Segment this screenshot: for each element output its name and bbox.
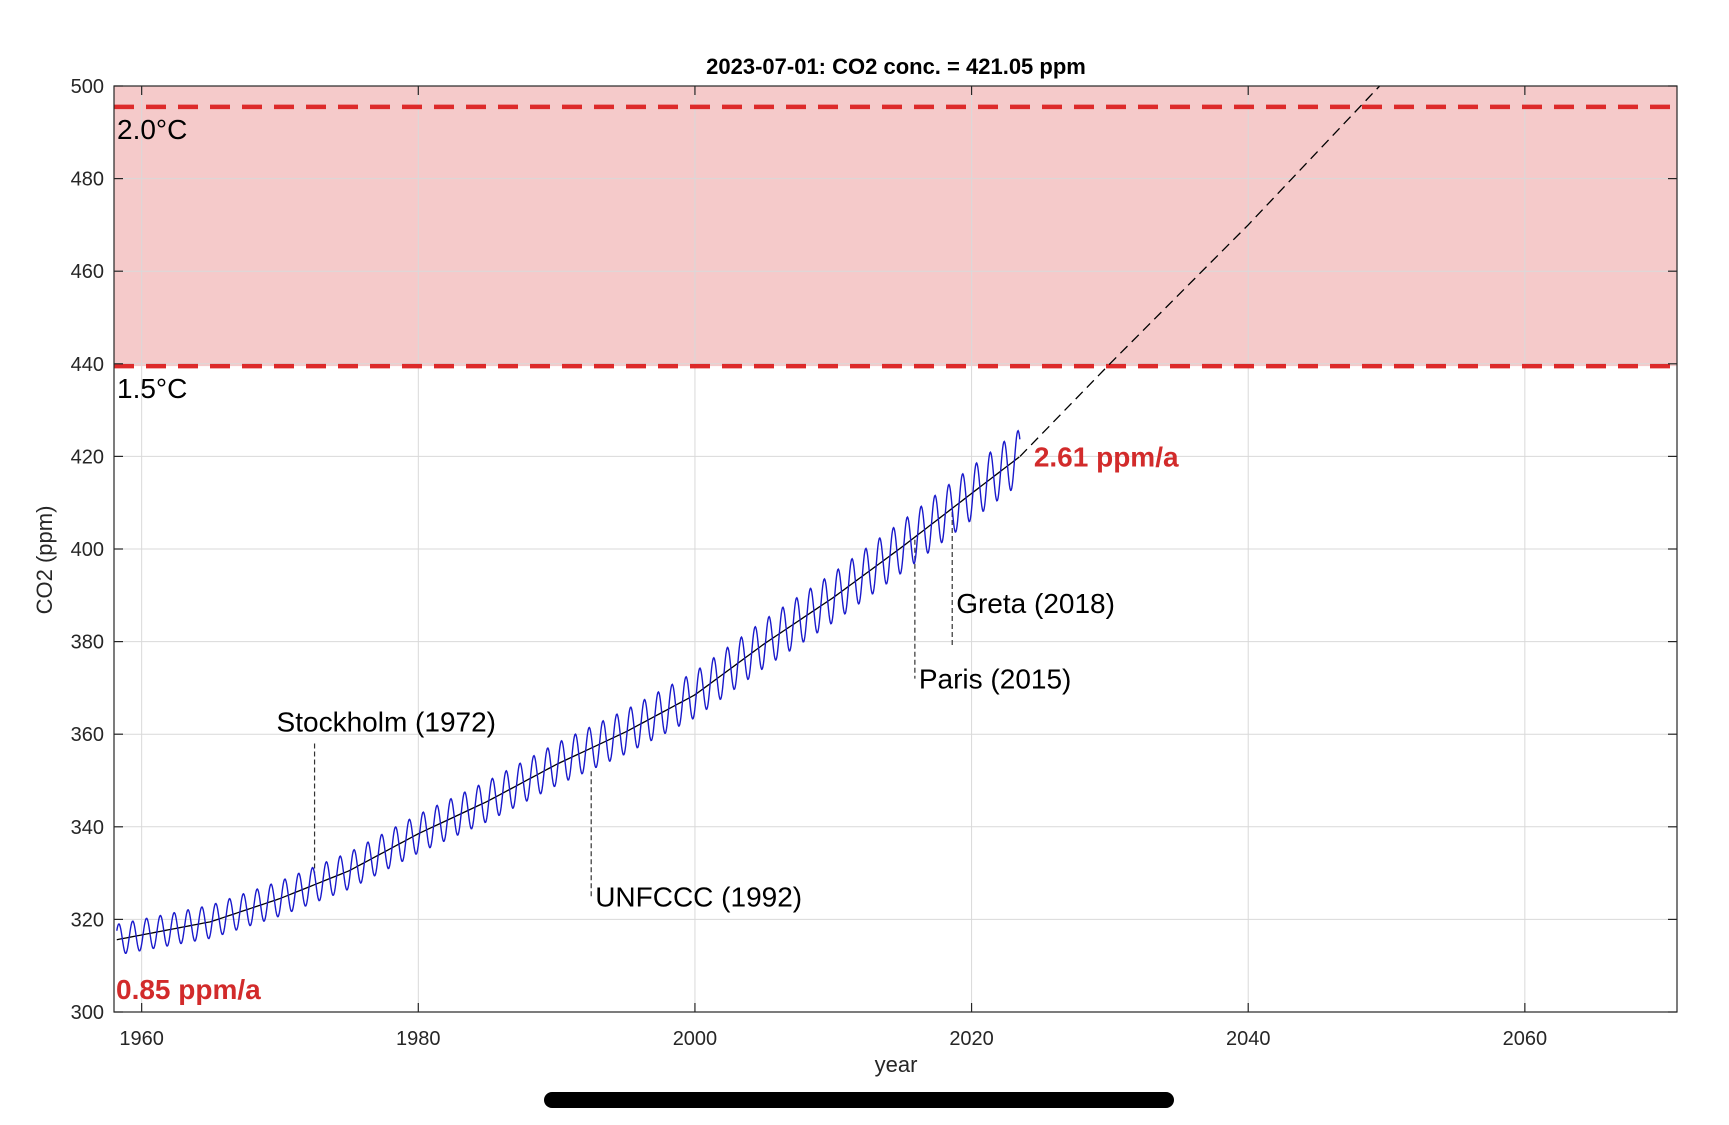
y-tick-label: 460 [71,261,104,283]
y-tick-label: 440 [71,354,104,376]
tick-layer: 1960 1980 2000 2020 2040 2060 300 320 340 360 380 4… [71,76,1677,1050]
warming-band-layer [114,86,1677,367]
series-layer [116,85,1381,955]
threshold-label: 2.0°C [117,114,187,145]
projection-line [1019,85,1381,457]
chart-title: 2023-07-01: CO2 conc. = 421.05 ppm [706,54,1086,79]
event-marker-layer [313,511,953,897]
x-axis-title: year [875,1052,918,1077]
measured-co2-line [116,429,1021,955]
x-tick-label: 2060 [1503,1028,1548,1050]
x-tick-label: 2000 [673,1028,718,1050]
y-tick-label: 380 [71,632,104,654]
y-tick-label: 500 [71,76,104,98]
warming-band [114,86,1677,367]
event-label: Paris (2015) [919,664,1072,695]
x-tick-label: 2040 [1226,1028,1271,1050]
y-tick-label: 300 [71,1002,104,1024]
x-tick-label: 1980 [396,1028,441,1050]
y-tick-label: 480 [71,169,104,191]
event-label: Greta (2018) [956,588,1115,619]
y-tick-label: 360 [71,724,104,746]
annotation-layer: 2.0°C 1.5°C Stockholm (1972) UNFCCC (1992) P… [116,114,1179,1005]
y-tick-label: 340 [71,817,104,839]
y-tick-label: 400 [71,539,104,561]
rate-label: 2.61 ppm/a [1034,441,1179,472]
x-tick-label: 1960 [119,1028,164,1050]
event-label: UNFCCC (1992) [595,881,802,912]
y-tick-label: 320 [71,909,104,931]
event-label: Stockholm (1972) [277,706,496,737]
threshold-layer [114,104,1677,369]
home-indicator[interactable] [544,1092,1174,1108]
x-tick-label: 2020 [949,1028,994,1050]
threshold-label: 1.5°C [117,373,187,404]
y-axis-title: CO2 (ppm) [32,506,57,615]
y-tick-label: 420 [71,446,104,468]
trend-line [116,456,1020,941]
rate-label: 0.85 ppm/a [116,974,261,1005]
